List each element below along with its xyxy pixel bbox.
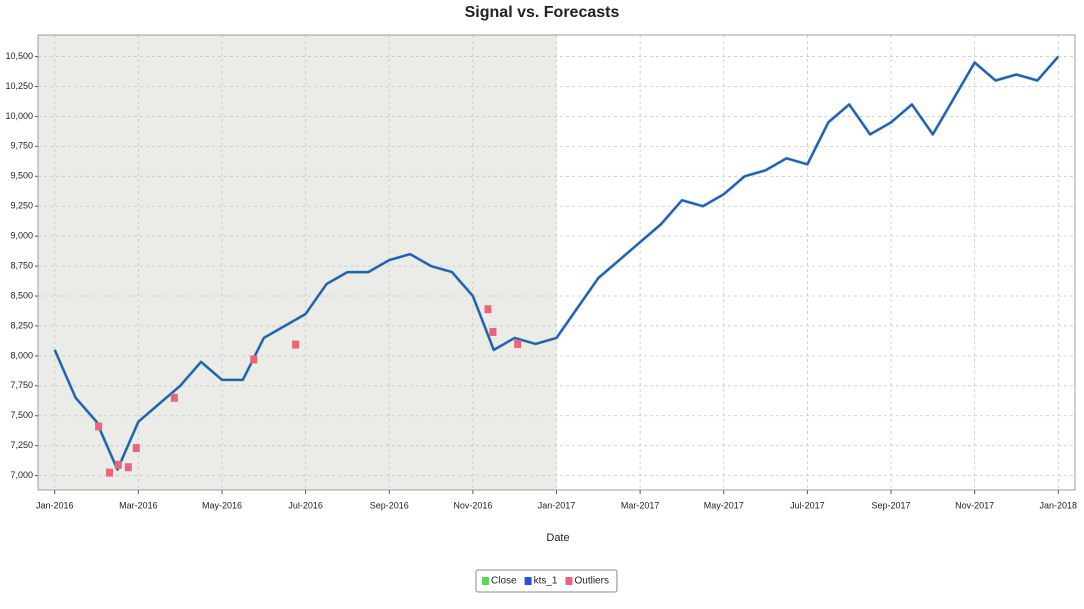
y-tick-label: 10,000 [5, 111, 33, 121]
legend: Close kts_1 Outliers [475, 569, 618, 593]
y-tick-label: 9,500 [10, 171, 33, 181]
y-tick-label: 9,750 [10, 141, 33, 151]
outlier-marker [514, 339, 522, 348]
y-tick-label: 7,500 [10, 410, 33, 420]
x-tick-label: May-2016 [202, 500, 242, 510]
outlier-marker [114, 460, 122, 469]
outlier-marker [132, 444, 140, 453]
y-tick-label: 7,750 [10, 380, 33, 390]
y-tick-label: 8,750 [10, 260, 33, 270]
legend-swatch [565, 577, 573, 585]
y-tick-label: 8,000 [10, 350, 33, 360]
x-tick-label: May-2017 [704, 500, 744, 510]
legend-label: Close [491, 576, 517, 587]
y-tick-label: 7,000 [10, 470, 33, 480]
y-tick-label: 8,250 [10, 320, 33, 330]
x-tick-label: Sep-2017 [871, 500, 910, 510]
legend-label: Outliers [574, 576, 608, 587]
legend-swatch [524, 577, 532, 585]
y-tick-label: 9,000 [10, 231, 33, 241]
x-tick-label: Nov-2017 [955, 500, 994, 510]
x-tick-label: Jan-2017 [538, 500, 576, 510]
series-line [53, 55, 1060, 471]
outlier-marker [292, 340, 300, 349]
outlier-marker [124, 463, 132, 472]
y-tick-label: 10,250 [5, 81, 33, 91]
outlier-marker [250, 355, 258, 364]
x-tick-label: Mar-2017 [621, 500, 660, 510]
x-tick-label: Mar-2016 [119, 500, 158, 510]
plot-frame [37, 34, 1076, 491]
x-tick-label: Sep-2016 [370, 500, 409, 510]
outlier-marker [95, 422, 103, 431]
x-tick-label: Nov-2016 [453, 500, 492, 510]
outlier-marker [484, 305, 492, 314]
outlier-marker [106, 468, 114, 477]
x-tick-label: Jul-2017 [790, 500, 825, 510]
outlier-marker [489, 327, 497, 336]
x-tick-label: Jul-2016 [288, 500, 323, 510]
legend-swatch [482, 577, 489, 585]
y-tick-label: 10,500 [5, 51, 33, 61]
chart-title: Signal vs. Forecasts [465, 4, 620, 21]
y-tick-label: 9,250 [10, 201, 33, 211]
x-tick-label: Jan-2018 [1040, 500, 1078, 510]
y-tick-label: 7,250 [10, 440, 33, 450]
legend-box [475, 569, 618, 593]
shaded-region [38, 35, 557, 490]
x-tick-label: Jan-2016 [36, 500, 74, 510]
outlier-marker [170, 393, 178, 402]
legend-label: kts_1 [534, 576, 558, 587]
x-axis-label: Date [546, 532, 569, 544]
y-tick-label: 8,500 [10, 290, 33, 300]
